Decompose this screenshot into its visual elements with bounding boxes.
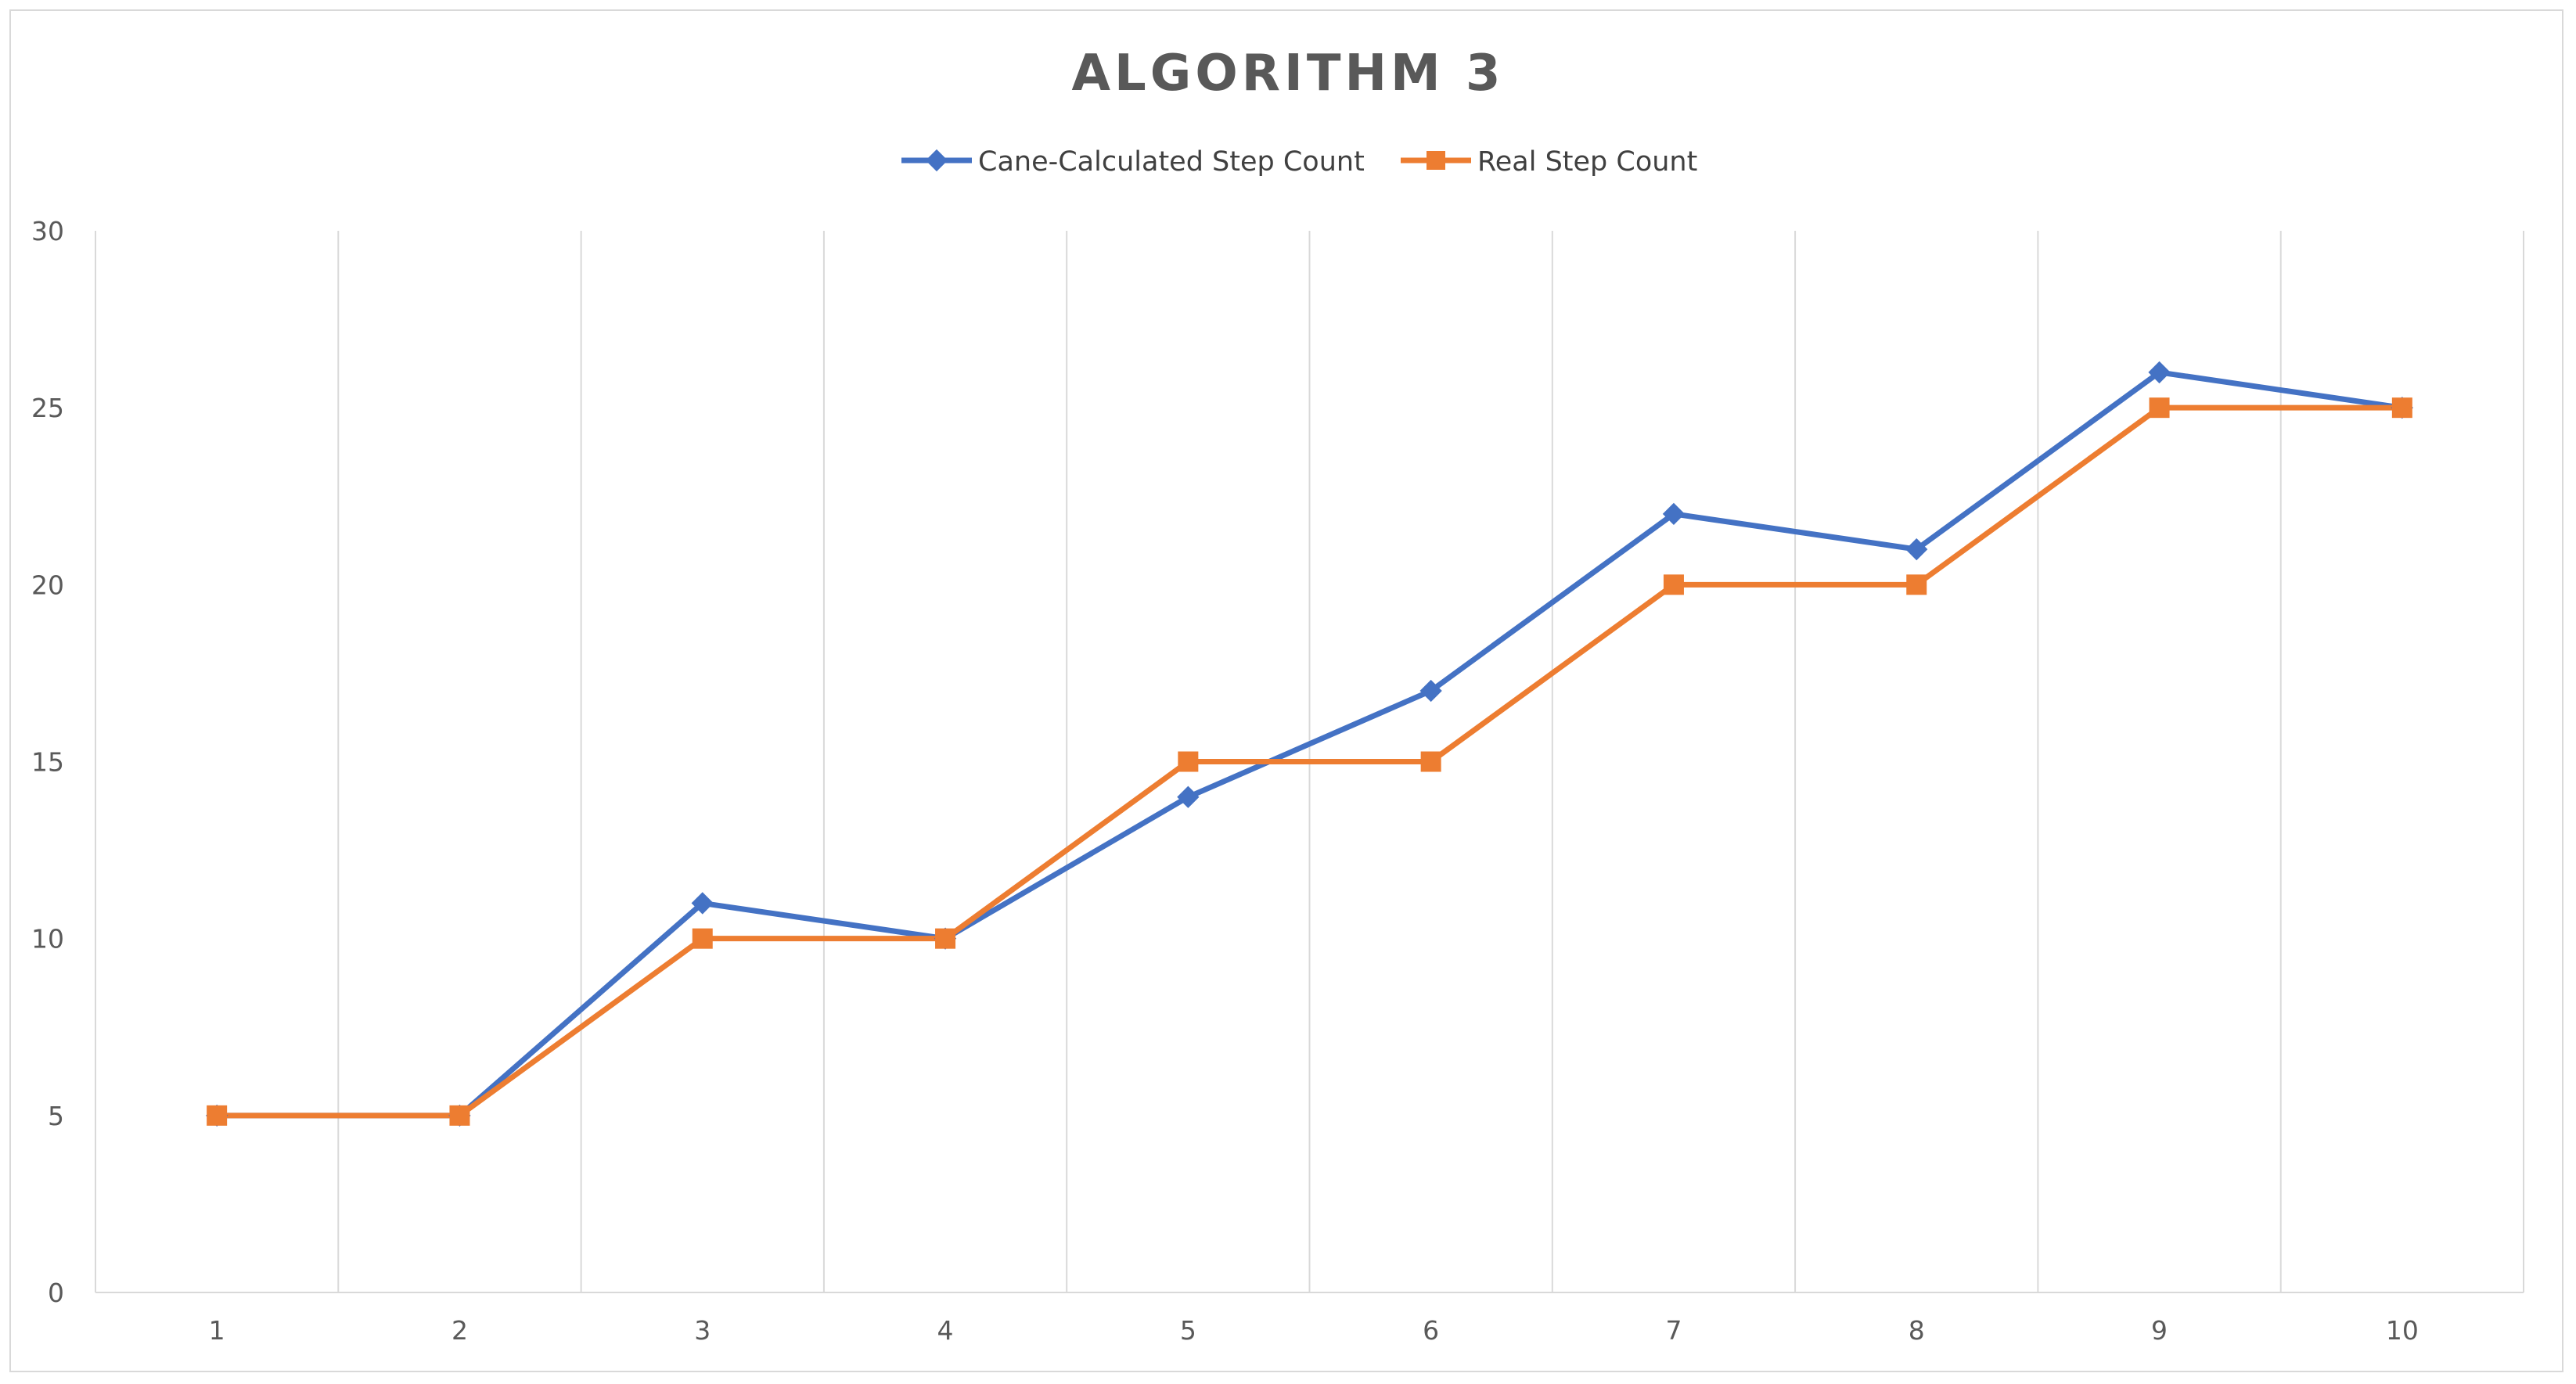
data-point-cane-calculated[interactable] (1662, 502, 1686, 526)
gridlines (95, 231, 2524, 1292)
legend-marker-square (1427, 151, 1445, 170)
series-line-cane-calculated (214, 369, 2405, 1119)
y-tick-label: 25 (31, 393, 64, 423)
x-tick-label: 3 (694, 1315, 711, 1346)
series-layer (206, 361, 2413, 1127)
data-point-cane-calculated[interactable] (1905, 537, 1928, 561)
data-point-real[interactable] (1663, 574, 1684, 595)
x-axis-ticks: 1 2 3 4 5 6 7 8 9 10 (209, 1315, 2419, 1346)
legend-label-cane-calculated: Cane-Calculated Step Count (978, 146, 1365, 178)
chart-title: ALGORITHM 3 (1071, 45, 1504, 102)
legend-item-cane-calculated[interactable]: Cane-Calculated Step Count (901, 146, 1365, 178)
x-tick-label: 7 (1665, 1315, 1682, 1346)
y-tick-label: 5 (48, 1101, 64, 1131)
data-point-real[interactable] (207, 1105, 228, 1126)
x-tick-label: 2 (452, 1315, 468, 1346)
legend: Cane-Calculated Step Count Real Step Cou… (901, 146, 1697, 178)
chart-area (9, 9, 2563, 1372)
y-tick-label: 20 (31, 570, 64, 600)
x-tick-label: 10 (2386, 1315, 2419, 1346)
data-point-cane-calculated[interactable] (1419, 679, 1442, 703)
data-point-real[interactable] (449, 1105, 470, 1126)
x-tick-label: 5 (1180, 1315, 1196, 1346)
y-tick-label: 10 (31, 924, 64, 954)
data-point-real[interactable] (1906, 574, 1927, 595)
x-tick-label: 4 (937, 1315, 954, 1346)
data-point-real[interactable] (2149, 397, 2170, 419)
data-point-real[interactable] (2391, 397, 2412, 419)
data-point-real[interactable] (935, 928, 956, 949)
y-axis-ticks: 0 5 10 15 20 25 30 (31, 216, 64, 1308)
y-tick-label: 15 (31, 747, 64, 778)
data-point-real[interactable] (692, 928, 713, 949)
legend-label-real: Real Step Count (1477, 146, 1697, 178)
y-tick-label: 0 (48, 1278, 64, 1308)
legend-marker-diamond (925, 149, 948, 172)
data-point-real[interactable] (1178, 751, 1199, 772)
data-point-cane-calculated[interactable] (691, 892, 714, 915)
series-line-real (214, 404, 2405, 1119)
data-point-cane-calculated[interactable] (2148, 361, 2171, 384)
x-tick-label: 8 (1909, 1315, 1925, 1346)
y-tick-label: 30 (31, 216, 64, 246)
x-tick-label: 1 (209, 1315, 225, 1346)
data-point-real[interactable] (1420, 751, 1441, 772)
x-tick-label: 9 (2151, 1315, 2168, 1346)
data-point-cane-calculated[interactable] (1177, 785, 1200, 808)
x-tick-label: 6 (1423, 1315, 1439, 1346)
legend-item-real[interactable]: Real Step Count (1401, 146, 1697, 178)
